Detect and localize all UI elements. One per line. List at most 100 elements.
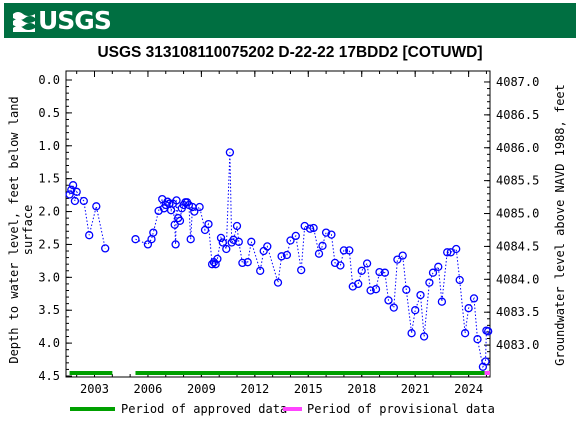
- legend-provisional-label: Period of provisional data: [307, 402, 495, 416]
- data-point: [238, 258, 247, 268]
- data-point: [469, 294, 479, 303]
- data-point: [190, 207, 199, 216]
- chart-title: USGS 313108110075202 D-22-22 17BDD2 [COT…: [97, 44, 483, 61]
- data-point: [229, 235, 238, 244]
- data-point: [85, 231, 94, 240]
- data-point: [175, 216, 185, 225]
- data-point: [455, 275, 464, 285]
- y-left-tick-label-1.5: 1.5: [38, 172, 60, 186]
- y-right-tick-label-4086.5: 4086.5: [496, 108, 539, 122]
- data-point: [222, 244, 231, 254]
- legend-approved-label: Period of approved data: [121, 402, 287, 416]
- y-right-tick-label-4084.0: 4084.0: [496, 272, 539, 286]
- legend: Period of approved data Period of provis…: [70, 402, 495, 416]
- data-point: [318, 241, 327, 250]
- data-point: [225, 148, 235, 157]
- data-series: [65, 148, 493, 371]
- data-point: [171, 240, 180, 249]
- data-point: [460, 329, 470, 338]
- y-axis-right: 4083.0 4083.5 4084.0 4084.5 4085.0 4085.5 4086…: [484, 75, 539, 372]
- data-point: [218, 238, 227, 247]
- data-point: [68, 181, 78, 190]
- x-tick-label-2009: 2009: [187, 382, 216, 396]
- data-point: [305, 224, 315, 233]
- data-point: [256, 266, 265, 275]
- data-point: [443, 248, 452, 257]
- y-axis-left: 0.0 0.5 1.0 1.5 2.0 2.5 3.0 3.5 4.0 4.5: [38, 73, 72, 383]
- data-point: [407, 329, 416, 338]
- data-point: [101, 244, 110, 253]
- usgs-logo[interactable]: USGS: [12, 5, 112, 36]
- data-point: [92, 202, 101, 211]
- x-tick-label-2006: 2006: [133, 382, 162, 396]
- data-point: [419, 332, 429, 341]
- data-point: [131, 235, 140, 244]
- y-left-tick-label-3.5: 3.5: [38, 303, 60, 317]
- data-point: [354, 279, 363, 289]
- usgs-logo-text: USGS: [38, 6, 112, 35]
- data-point: [277, 252, 286, 261]
- data-point: [321, 228, 331, 237]
- data-point: [389, 303, 398, 312]
- y-right-tick-label-4083.5: 4083.5: [496, 305, 539, 319]
- data-point: [481, 357, 490, 366]
- y-axis-left-label-line2: surface: [21, 205, 35, 256]
- data-point: [243, 258, 252, 267]
- data-point: [291, 231, 300, 241]
- data-point: [309, 223, 318, 233]
- y-left-tick-label-1.0: 1.0: [38, 139, 60, 153]
- data-point: [434, 262, 443, 271]
- y-right-tick-label-4084.5: 4084.5: [496, 239, 539, 253]
- data-point: [411, 306, 420, 315]
- y-axis-right-label: Groundwater level above NAVD 1988, feet: [553, 84, 567, 366]
- data-point: [473, 335, 482, 344]
- data-point: [402, 285, 411, 294]
- data-point: [362, 259, 372, 268]
- data-point: [170, 220, 179, 229]
- data-point: [314, 249, 324, 258]
- y-left-tick-label-2.5: 2.5: [38, 237, 60, 251]
- data-point: [211, 260, 220, 269]
- data-point: [216, 233, 226, 243]
- data-point: [72, 187, 81, 196]
- series-line: [135, 152, 489, 369]
- data-point: [204, 219, 213, 229]
- data-point: [207, 260, 217, 269]
- usgs-wave-icon: [13, 11, 35, 32]
- data-point: [234, 237, 243, 246]
- data-point: [336, 261, 345, 270]
- data-point: [297, 265, 306, 275]
- x-tick-label-2021: 2021: [401, 382, 430, 396]
- data-point: [186, 235, 195, 244]
- data-point: [67, 185, 76, 194]
- data-point: [213, 254, 222, 264]
- data-point: [428, 268, 438, 277]
- x-axis: 2003 2006 2009 2012 2015 2018 2021 2024: [76, 71, 487, 396]
- x-tick-label-2015: 2015: [294, 382, 323, 396]
- y-left-tick-label-4.0: 4.0: [38, 336, 60, 350]
- data-point: [200, 225, 210, 235]
- data-point: [452, 244, 461, 254]
- data-point: [345, 246, 354, 255]
- series-line: [69, 185, 106, 249]
- data-point: [484, 327, 493, 336]
- y-left-tick-label-4.5: 4.5: [38, 369, 60, 383]
- y-right-tick-label-4085.5: 4085.5: [496, 174, 539, 188]
- y-left-tick-label-0.5: 0.5: [38, 106, 60, 120]
- data-point: [437, 297, 447, 306]
- data-point: [149, 228, 158, 237]
- data-point: [286, 236, 295, 245]
- plot-frame: [65, 70, 491, 378]
- y-left-tick-label-2.0: 2.0: [38, 205, 60, 219]
- data-point: [263, 242, 272, 251]
- y-right-tick-label-4085.0: 4085.0: [496, 207, 539, 221]
- data-point: [163, 197, 172, 206]
- data-point: [65, 190, 74, 199]
- y-left-tick-label-0.0: 0.0: [38, 73, 60, 87]
- data-point: [282, 250, 292, 260]
- data-point: [70, 196, 80, 206]
- x-tick-label-2018: 2018: [347, 382, 376, 396]
- data-point: [327, 230, 336, 239]
- data-point: [232, 221, 242, 231]
